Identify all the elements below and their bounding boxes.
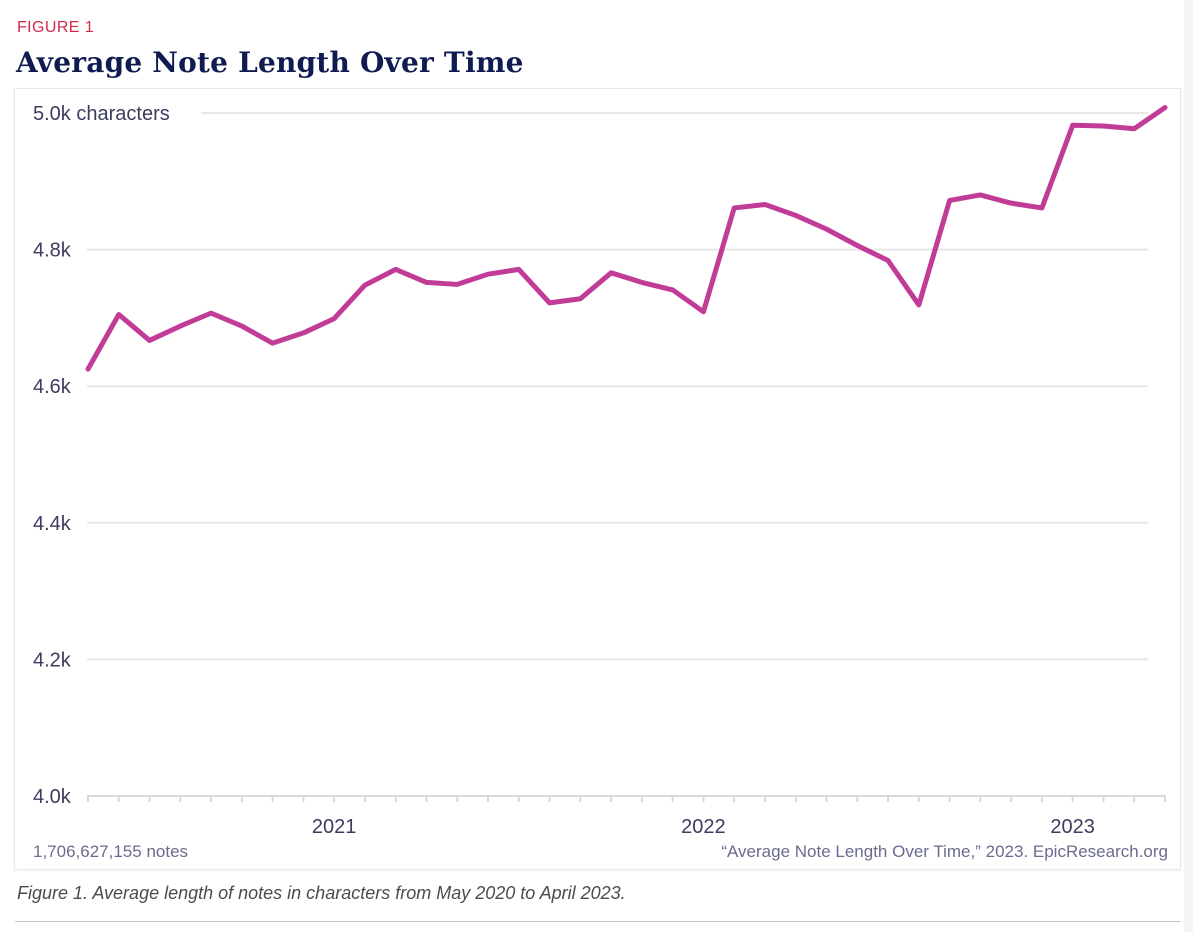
y-axis-label: 5.0k characters [33, 103, 170, 125]
chart-card: 5.0k characters 4.8k 4.6k 4.4k 4.2k 4.0k 2021 2… [14, 88, 1181, 870]
x-axis-year-label: 2022 [681, 816, 726, 838]
note-length-series-line [85, 105, 1168, 372]
x-axis-year-label: 2021 [312, 816, 357, 838]
y-axis-label: 4.8k [33, 240, 72, 262]
y-axis-label: 4.6k [33, 376, 72, 398]
y-axis-label: 4.0k [33, 786, 72, 808]
page-title: Average Note Length Over Time [16, 46, 524, 79]
figure-caption: Figure 1. Average length of notes in cha… [17, 883, 626, 903]
x-axis-year-label: 2023 [1050, 816, 1095, 838]
scrollbar-track [1184, 0, 1193, 932]
source-citation: “Average Note Length Over Time,” 2023. E… [721, 842, 1168, 861]
y-axis-label: 4.4k [33, 513, 72, 535]
y-axis-label: 4.2k [33, 649, 72, 671]
note-length-line-chart: 5.0k characters 4.8k 4.6k 4.4k 4.2k 4.0k 2021 2… [33, 103, 1168, 838]
bottom-divider [15, 921, 1180, 922]
notes-count: 1,706,627,155 notes [33, 842, 189, 861]
chart-footer: 1,706,627,155 notes “Average Note Length… [33, 842, 1168, 862]
figure-label: FIGURE 1 [17, 19, 94, 36]
